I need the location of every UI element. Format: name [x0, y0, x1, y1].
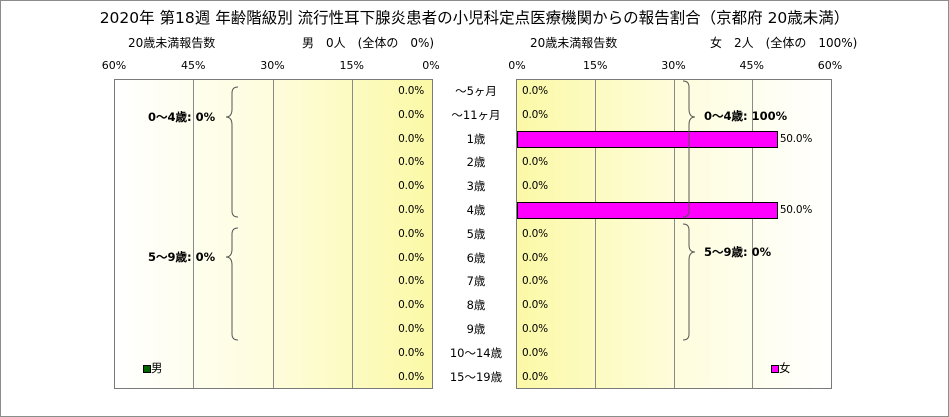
female-brace-0-4: [682, 80, 696, 218]
male-value-label: 0.0%: [398, 108, 424, 121]
male-legend-swatch: [143, 365, 151, 373]
age-category-label: 10～14歳: [449, 345, 503, 360]
age-category-label: 5歳: [466, 226, 486, 241]
female-value-label: 0.0%: [522, 251, 548, 264]
male-summary: 男 0人 (全体の 0%): [302, 36, 435, 50]
male-gridline: [272, 80, 274, 388]
female-axis-caption: 20歳未満報告数: [530, 36, 618, 50]
female-value-label: 0.0%: [522, 370, 548, 383]
female-gridline: [751, 80, 753, 388]
female-value-label: 0.0%: [522, 108, 548, 121]
female-value-label: 0.0%: [522, 299, 548, 312]
male-value-label: 0.0%: [398, 323, 424, 335]
age-category-label: ～5ヶ月: [455, 84, 497, 98]
male-value-label: 0.0%: [398, 180, 424, 193]
female-group-5-9-label: 5～9歳: 0%: [704, 245, 772, 259]
age-category-label: 9歳: [466, 322, 486, 336]
female-value-label: 0.0%: [522, 275, 548, 288]
female-tick-label: 0%: [508, 59, 526, 72]
female-legend-swatch: [771, 365, 779, 373]
male-legend-label: 男: [151, 361, 163, 375]
male-value-label: 0.0%: [398, 370, 424, 383]
female-value-label: 0.0%: [522, 85, 548, 97]
male-brace-5-9: [225, 227, 239, 341]
male-value-label: 0.0%: [398, 227, 424, 240]
male-brace-0-4: [225, 86, 239, 218]
female-value-label: 0.0%: [522, 227, 548, 240]
male-tick-label: 30%: [260, 59, 285, 72]
male-value-label: 0.0%: [398, 156, 424, 169]
age-category-label: 8歳: [466, 298, 486, 313]
age-category-label: 3歳: [466, 179, 486, 194]
male-tick-label: 45%: [181, 59, 206, 72]
female-value-label: 0.0%: [522, 323, 548, 335]
female-value-label: 0.0%: [522, 180, 548, 193]
male-tick-label: 15%: [339, 59, 364, 72]
age-category-label: 7歳: [466, 274, 486, 289]
male-tick-label: 60%: [101, 59, 127, 72]
male-value-label: 0.0%: [398, 251, 424, 264]
male-value-label: 0.0%: [398, 346, 424, 359]
male-value-label: 0.0%: [398, 299, 424, 312]
female-bar: [517, 130, 778, 148]
male-value-label: 0.0%: [398, 275, 424, 288]
male-gridline: [351, 80, 353, 388]
female-value-label: 0.0%: [522, 156, 548, 169]
female-value-label: 50.0%: [779, 132, 813, 145]
age-category-label: 15～19歳: [449, 369, 503, 384]
age-category-label: 2歳: [466, 155, 486, 170]
male-value-label: 0.0%: [398, 85, 424, 97]
female-value-label: 0.0%: [522, 346, 548, 359]
male-plot-area: [114, 79, 433, 389]
male-gridline: [193, 80, 195, 388]
female-legend-label: 女: [779, 361, 791, 375]
female-tick-label: 45%: [739, 59, 764, 72]
female-gridline: [595, 80, 597, 388]
female-bar: [517, 202, 778, 219]
female-group-0-4-label: 0～4歳: 100%: [704, 109, 788, 123]
female-value-label: 50.0%: [779, 204, 813, 216]
age-category-label: ～11ヶ月: [451, 107, 501, 122]
female-tick-label: 60%: [817, 59, 843, 72]
male-group-0-4-label: 0～4歳: 0%: [148, 110, 216, 124]
male-tick-label: 0%: [422, 59, 440, 72]
female-brace-5-9: [682, 223, 696, 341]
male-value-label: 0.0%: [398, 204, 424, 216]
male-value-label: 0.0%: [398, 132, 424, 145]
age-category-label: 1歳: [466, 131, 486, 146]
male-group-5-9-label: 5～9歳: 0%: [148, 250, 216, 264]
female-tick-label: 30%: [661, 59, 686, 72]
female-gridline: [673, 80, 675, 388]
chart-title: 2020年 第18週 年齢階級別 流行性耳下腺炎患者の小児科定点医療機関からの報…: [99, 9, 850, 27]
female-summary: 女 2人 (全体の 100%): [710, 36, 858, 50]
female-tick-label: 15%: [583, 59, 608, 72]
male-axis-caption: 20歳未満報告数: [128, 36, 216, 50]
age-category-label: 4歳: [466, 203, 486, 217]
age-category-label: 6歳: [466, 250, 486, 265]
